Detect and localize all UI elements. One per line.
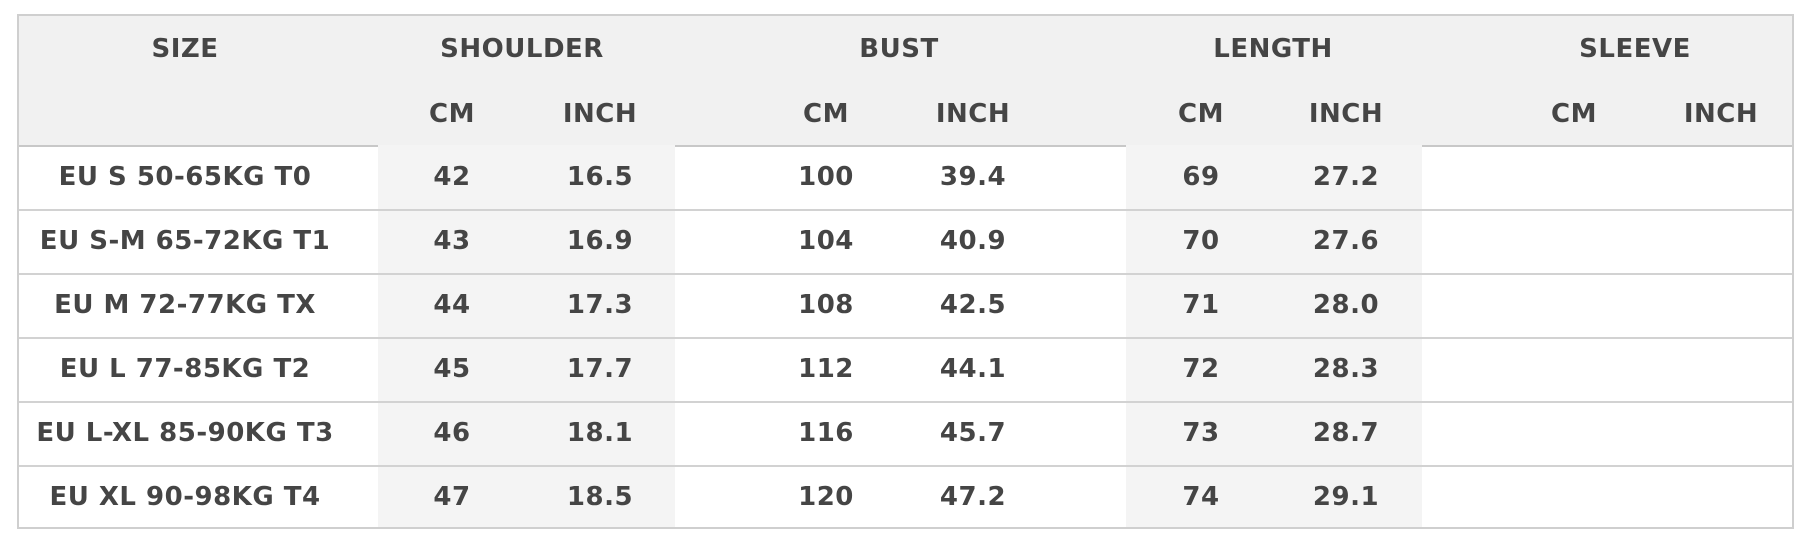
table-row: EU S 50-65KG T0 42 16.5 100 39.4 69 27.2 [19,145,1792,211]
value-cell: 42 [433,162,471,192]
table-header: SIZE SHOULDER BUST LENGTH SLEEVE CM INCH… [19,16,1792,147]
table-row: EU M 72-77KG TX 44 17.3 108 42.5 71 28.0 [19,273,1792,339]
value-cell: 45 [433,354,471,384]
header-unit: CM [803,99,849,129]
header-unit: INCH [935,99,1011,129]
header-unit: INCH [562,99,638,129]
value-cell: 42.5 [939,290,1007,320]
value-cell: 47 [433,482,471,512]
value-cell: 29.1 [1312,482,1380,512]
size-chart-table: SIZE SHOULDER BUST LENGTH SLEEVE CM INCH… [17,14,1794,529]
value-cell: 104 [798,226,854,256]
shoulder-column-shade [378,145,675,527]
header-unit: CM [1551,99,1597,129]
value-cell: 17.3 [566,290,634,320]
value-cell: 71 [1182,290,1220,320]
header-unit: INCH [1308,99,1384,129]
value-cell: 46 [433,418,471,448]
value-cell: 120 [798,482,854,512]
table-row: EU S-M 65-72KG T1 43 16.9 104 40.9 70 27.6 [19,209,1792,275]
value-cell: 27.2 [1312,162,1380,192]
value-cell: 44 [433,290,471,320]
value-cell: 27.6 [1312,226,1380,256]
value-cell: 69 [1182,162,1220,192]
size-cell: EU L-XL 85-90KG T3 [36,418,334,448]
size-cell: EU L 77-85KG T2 [59,354,311,384]
value-cell: 28.0 [1312,290,1380,320]
value-cell: 18.5 [566,482,634,512]
header-unit: CM [429,99,475,129]
value-cell: 72 [1182,354,1220,384]
value-cell: 44.1 [939,354,1007,384]
value-cell: 112 [798,354,854,384]
header-unit: CM [1178,99,1224,129]
value-cell: 43 [433,226,471,256]
header-unit: INCH [1683,99,1759,129]
value-cell: 16.9 [566,226,634,256]
value-cell: 16.5 [566,162,634,192]
value-cell: 39.4 [939,162,1007,192]
table-body: EU S 50-65KG T0 42 16.5 100 39.4 69 27.2 EU S-M… [19,145,1792,527]
header-shoulder: SHOULDER [440,34,604,64]
value-cell: 74 [1182,482,1220,512]
table-row: EU L 77-85KG T2 45 17.7 112 44.1 72 28.3 [19,337,1792,403]
value-cell: 100 [798,162,854,192]
value-cell: 18.1 [566,418,634,448]
table-row: EU XL 90-98KG T4 47 18.5 120 47.2 74 29.1 [19,465,1792,529]
value-cell: 28.3 [1312,354,1380,384]
value-cell: 28.7 [1312,418,1380,448]
value-cell: 45.7 [939,418,1007,448]
table-row: EU L-XL 85-90KG T3 46 18.1 116 45.7 73 28.7 [19,401,1792,467]
size-cell: EU S 50-65KG T0 [58,162,312,192]
size-cell: EU S-M 65-72KG T1 [39,226,331,256]
header-length: LENGTH [1213,34,1333,64]
length-column-shade [1126,145,1422,527]
value-cell: 116 [798,418,854,448]
value-cell: 40.9 [939,226,1007,256]
header-size: SIZE [151,34,219,64]
header-bust: BUST [859,34,939,64]
value-cell: 17.7 [566,354,634,384]
value-cell: 108 [798,290,854,320]
size-cell: EU M 72-77KG TX [54,290,316,320]
header-sleeve: SLEEVE [1579,34,1691,64]
value-cell: 47.2 [939,482,1007,512]
size-cell: EU XL 90-98KG T4 [49,482,321,512]
value-cell: 70 [1182,226,1220,256]
value-cell: 73 [1182,418,1220,448]
